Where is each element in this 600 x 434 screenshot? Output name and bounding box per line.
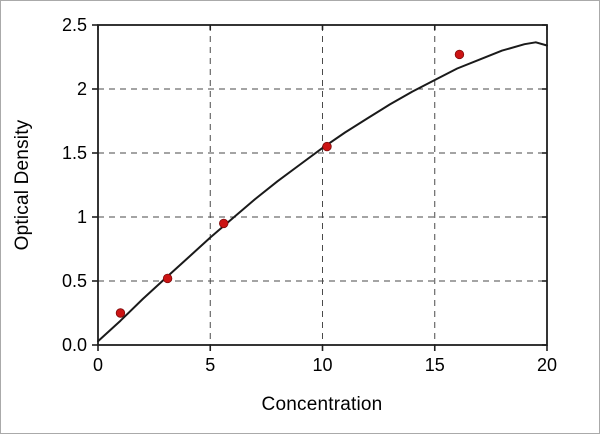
x-tick-label: 0 xyxy=(93,355,103,375)
y-tick-label: 2.5 xyxy=(62,15,87,35)
y-tick-label: 0.5 xyxy=(62,271,87,291)
x-axis-title: Concentration xyxy=(261,394,383,415)
y-tick-label: 1.5 xyxy=(62,143,87,163)
y-tick-label: 2 xyxy=(77,79,87,99)
x-tick-label: 10 xyxy=(312,355,332,375)
x-tick-label: 15 xyxy=(425,355,445,375)
y-tick-label: 0.0 xyxy=(62,335,87,355)
measured-points-marker xyxy=(219,218,229,229)
measured-points-marker xyxy=(162,273,173,284)
measured-points-marker xyxy=(115,308,126,318)
measured-points-marker xyxy=(454,49,465,60)
y-axis-title: Optical Density xyxy=(12,119,33,251)
measured-points-marker xyxy=(322,141,332,152)
y-tick-label: 1 xyxy=(77,207,87,227)
x-tick-label: 20 xyxy=(537,355,557,375)
x-tick-label: 5 xyxy=(205,355,215,375)
fitted-curve xyxy=(97,41,548,343)
